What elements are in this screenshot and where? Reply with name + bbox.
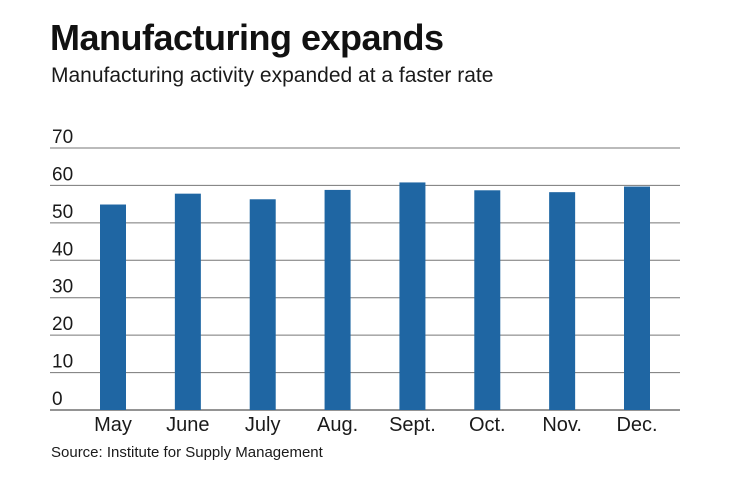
bar-dec (624, 186, 650, 410)
x-category-label: Oct. (469, 414, 506, 436)
y-tick-label: 40 (52, 239, 73, 260)
y-tick-label: 0 (52, 389, 63, 410)
y-tick-label: 70 (52, 127, 73, 148)
bars (100, 182, 650, 410)
chart-title: Manufacturing expands (50, 17, 444, 58)
x-category-label: Dec. (616, 414, 657, 436)
x-category-label: Sept. (389, 414, 436, 436)
gridlines (50, 147, 680, 411)
y-tick-label: 10 (52, 352, 73, 373)
x-category-label: Aug. (317, 414, 358, 436)
bar-oct (474, 190, 501, 410)
y-tick-label: 30 (52, 277, 73, 298)
y-axis-tick-labels: 0 10 20 30 40 50 60 70 (52, 127, 73, 410)
bar-nov (549, 192, 576, 410)
x-category-label: May (94, 414, 132, 436)
bar-may (100, 204, 126, 410)
y-tick-label: 60 (52, 164, 73, 185)
chart-subtitle: Manufacturing activity expanded at a fas… (51, 64, 494, 87)
bar-aug (324, 189, 351, 410)
x-category-label: July (245, 414, 281, 436)
x-category-label: June (166, 414, 209, 436)
bar-june (174, 193, 201, 410)
bar-sept (399, 182, 426, 410)
x-category-label: Nov. (542, 414, 582, 436)
x-axis-category-labels: May June July Aug. Sept. Oct. Nov. Dec. (94, 414, 657, 436)
y-tick-label: 20 (52, 314, 73, 335)
bar-july (249, 199, 276, 410)
y-tick-label: 50 (52, 202, 73, 223)
source-note: Source: Institute for Supply Management (51, 444, 323, 461)
